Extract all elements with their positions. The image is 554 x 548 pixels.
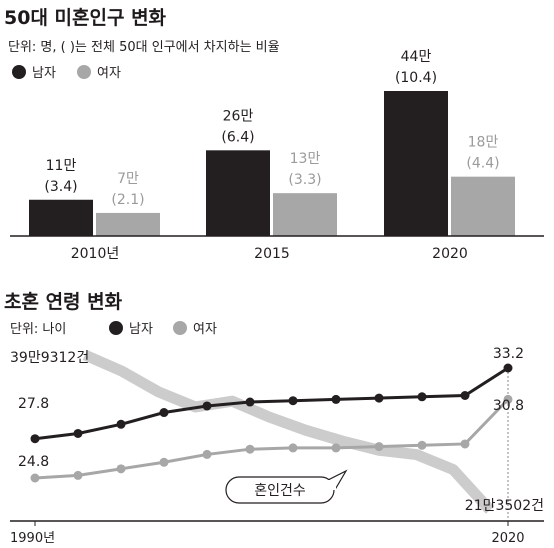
line-x-start-label: 1990년 bbox=[10, 531, 55, 546]
male-age-point-8 bbox=[374, 393, 384, 403]
male-age-point-3 bbox=[159, 408, 169, 418]
female-age-point-6 bbox=[288, 443, 298, 453]
bar-share-label-male-0: (3.4) bbox=[44, 179, 77, 195]
male-age-point-9 bbox=[417, 392, 427, 402]
bar-legend-male-label: 남자 bbox=[32, 66, 56, 81]
bar-male-0 bbox=[29, 199, 93, 236]
male-age-point-7 bbox=[331, 394, 341, 404]
bar-male-2 bbox=[384, 91, 448, 236]
line-legend-male-marker bbox=[109, 321, 123, 335]
bar-value-label-female-2: 18만 bbox=[468, 135, 499, 151]
female-age-point-5 bbox=[245, 444, 255, 454]
female-start-label: 24.8 bbox=[18, 454, 49, 470]
female-age-point-0 bbox=[30, 473, 40, 483]
marriage-start-label: 39만9312건 bbox=[10, 350, 89, 366]
marriage-callout-label: 혼인건수 bbox=[254, 483, 306, 499]
marriage-count-line bbox=[82, 349, 495, 514]
female-age-line bbox=[34, 398, 510, 480]
line-legend-male-label: 남자 bbox=[129, 322, 153, 337]
line-legend-female-label: 여자 bbox=[193, 322, 217, 337]
male-age-line bbox=[34, 366, 509, 441]
male-age-point-4 bbox=[202, 401, 212, 411]
male-age-point-6 bbox=[288, 396, 298, 406]
line-legend-female-marker bbox=[173, 321, 187, 335]
bar-female-0 bbox=[96, 212, 160, 236]
bar-value-label-female-0: 7만 bbox=[117, 171, 139, 187]
male-age-point-2 bbox=[116, 419, 126, 429]
female-end-label: 30.8 bbox=[493, 398, 524, 414]
bar-share-label-male-2: (10.4) bbox=[395, 70, 437, 86]
bar-share-label-female-2: (4.4) bbox=[466, 156, 499, 172]
marriage-end-label: 21만3502건 bbox=[465, 498, 544, 514]
bar-share-label-female-0: (2.1) bbox=[111, 192, 144, 208]
marriage-callout-joint bbox=[328, 480, 336, 490]
bar-category-2010: 2010년 bbox=[71, 246, 120, 262]
female-age-point-1 bbox=[73, 470, 83, 480]
bar-legend-female-label: 여자 bbox=[97, 66, 121, 81]
bar-legend-male-marker bbox=[12, 65, 26, 79]
female-age-point-11 bbox=[503, 394, 513, 404]
bar-category-2020: 2020 bbox=[432, 246, 468, 262]
bar-chart-title: 50대 미혼인구 변화 bbox=[4, 6, 167, 29]
line-x-end-label: 2020 bbox=[491, 531, 524, 546]
bar-share-label-female-1: (3.3) bbox=[288, 172, 321, 188]
female-age-point-7 bbox=[331, 443, 341, 453]
female-age-point-3 bbox=[159, 457, 169, 467]
bar-female-1 bbox=[273, 193, 337, 236]
male-age-point-5 bbox=[245, 397, 255, 407]
line-chart-subtitle: 단위: 나이 bbox=[10, 322, 66, 337]
female-age-point-8 bbox=[374, 442, 384, 452]
male-age-point-10 bbox=[460, 391, 470, 400]
marriage-callout: 혼인건수 bbox=[225, 469, 348, 504]
bar-share-label-male-1: (6.4) bbox=[221, 129, 254, 145]
female-age-point-10 bbox=[460, 439, 470, 449]
female-age-point-9 bbox=[417, 440, 427, 450]
female-age-point-2 bbox=[116, 464, 126, 474]
male-age-point-0 bbox=[30, 434, 40, 444]
line-chart-title: 초혼 연령 변화 bbox=[4, 290, 123, 313]
bar-chart: 11만 (3.4) 26만 (6.4) 44만 (10.4) 7만 (2.1) 13만 (3.3)… bbox=[29, 49, 515, 236]
female-age-point-4 bbox=[202, 449, 212, 459]
bar-value-label-male-1: 26만 bbox=[223, 108, 254, 124]
bar-chart-subtitle: 단위: 명, ( )는 전체 50대 인구에서 차지하는 비율 bbox=[8, 40, 280, 55]
male-end-label: 33.2 bbox=[493, 346, 524, 362]
bar-value-label-female-1: 13만 bbox=[290, 151, 321, 167]
bar-female-2 bbox=[451, 176, 515, 236]
bar-male-1 bbox=[206, 150, 270, 236]
male-age-point-11 bbox=[503, 363, 513, 373]
bar-value-label-male-0: 11만 bbox=[46, 158, 77, 174]
male-age-point-1 bbox=[73, 428, 83, 438]
bar-value-label-male-2: 44만 bbox=[401, 49, 432, 65]
bar-category-2015: 2015 bbox=[254, 246, 290, 262]
bar-legend-female-marker bbox=[77, 65, 91, 79]
line-chart: 27.8 33.2 24.8 30.8 39만9312건 21만3502건 혼인건수 bbox=[10, 346, 544, 514]
male-start-label: 27.8 bbox=[18, 396, 49, 412]
